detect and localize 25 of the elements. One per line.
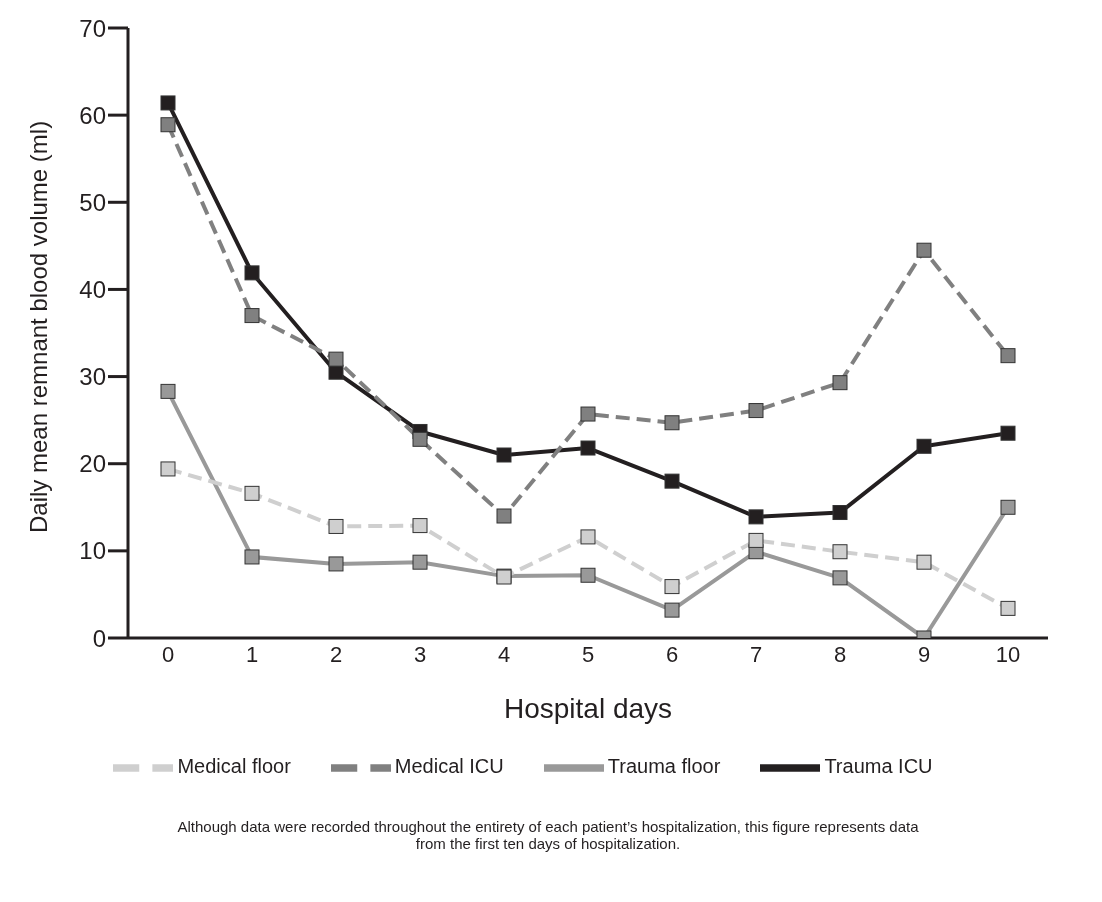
x-tick-label: 6 [665, 641, 679, 667]
legend-label: Trauma ICU [824, 755, 933, 778]
x-tick-label: 4 [497, 641, 511, 667]
y-tick-label: 40 [79, 275, 106, 303]
y-tick-label: 70 [79, 14, 106, 42]
legend-label: Trauma floor [607, 755, 721, 778]
y-tick-label: 10 [79, 537, 106, 565]
x-tick-label: 3 [413, 641, 427, 667]
legend-label: Medical ICU [394, 755, 504, 778]
y-tick-label: 60 [79, 101, 106, 129]
x-tick-label: 5 [581, 641, 595, 667]
x-tick-label: 0 [161, 641, 175, 667]
y-tick-label: 30 [79, 363, 106, 391]
x-tick-label: 2 [329, 641, 343, 667]
x-tick-label: 9 [917, 641, 931, 667]
y-axis-title: Daily mean remnant blood volume (ml) [24, 120, 52, 533]
y-tick-label: 50 [79, 188, 106, 216]
y-tick-label: 20 [79, 450, 106, 478]
text: Although data were recorded throughout the entirety of each patient’s hospitalization, this figure represents data from the first ten days of hospitalization. [176, 818, 920, 852]
x-tick-label: 10 [995, 641, 1021, 667]
x-tick-label: 7 [749, 641, 763, 667]
x-tick-label: 8 [833, 641, 847, 667]
x-tick-label: 1 [245, 641, 259, 667]
legend-label: Medical floor [177, 755, 291, 778]
x-axis-title: Hospital days [503, 693, 673, 724]
